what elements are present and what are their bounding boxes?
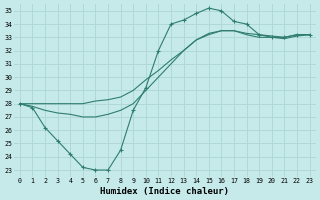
X-axis label: Humidex (Indice chaleur): Humidex (Indice chaleur)	[100, 187, 229, 196]
